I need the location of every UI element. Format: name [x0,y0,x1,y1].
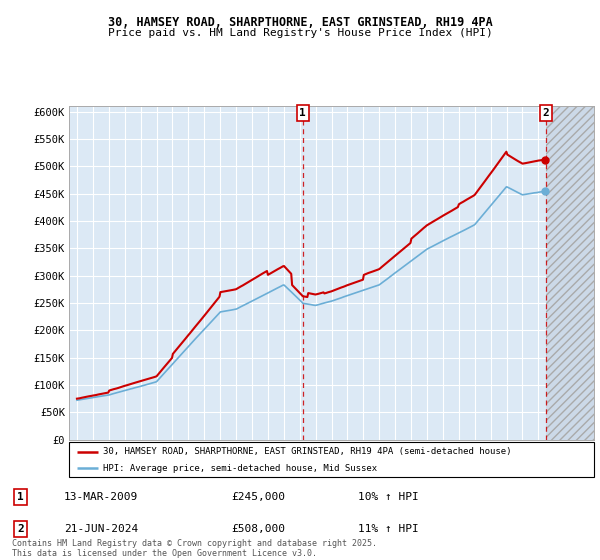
Text: 30, HAMSEY ROAD, SHARPTHORNE, EAST GRINSTEAD, RH19 4PA: 30, HAMSEY ROAD, SHARPTHORNE, EAST GRINS… [107,16,493,29]
FancyBboxPatch shape [69,442,594,477]
Text: 2: 2 [17,524,24,534]
Text: 10% ↑ HPI: 10% ↑ HPI [358,492,418,502]
Text: 1: 1 [299,108,306,118]
Text: 21-JUN-2024: 21-JUN-2024 [64,524,138,534]
Text: 1: 1 [17,492,24,502]
Bar [546,106,594,440]
Text: Contains HM Land Registry data © Crown copyright and database right 2025.
This d: Contains HM Land Registry data © Crown c… [12,539,377,558]
Text: 11% ↑ HPI: 11% ↑ HPI [358,524,418,534]
Text: HPI: Average price, semi-detached house, Mid Sussex: HPI: Average price, semi-detached house,… [103,464,377,473]
Text: Price paid vs. HM Land Registry's House Price Index (HPI): Price paid vs. HM Land Registry's House … [107,28,493,38]
Text: 30, HAMSEY ROAD, SHARPTHORNE, EAST GRINSTEAD, RH19 4PA (semi-detached house): 30, HAMSEY ROAD, SHARPTHORNE, EAST GRINS… [103,447,512,456]
Text: 13-MAR-2009: 13-MAR-2009 [64,492,138,502]
Text: £245,000: £245,000 [231,492,285,502]
Text: £508,000: £508,000 [231,524,285,534]
Text: 2: 2 [542,108,549,118]
